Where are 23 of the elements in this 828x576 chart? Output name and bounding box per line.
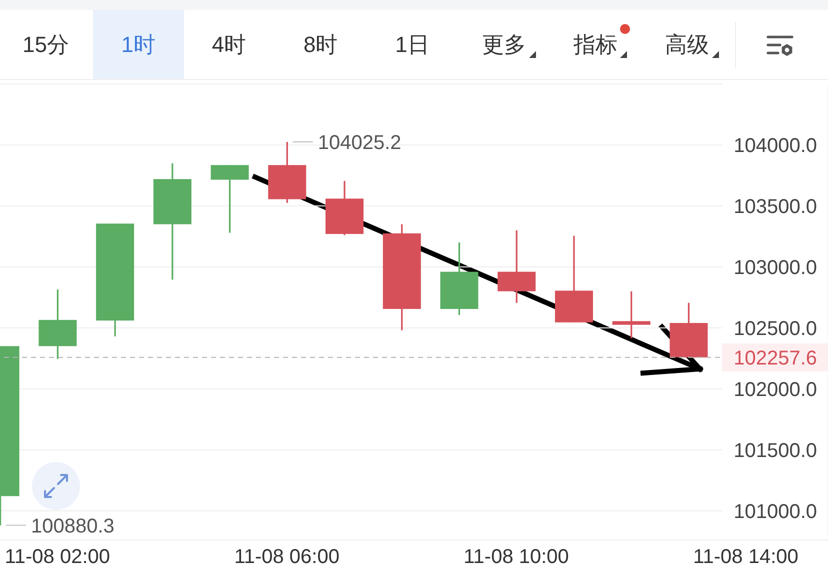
ref-line-label: 102257.6 [734,347,817,370]
text: 更多 [482,30,526,58]
y-tick-label: 103500.0 [734,196,817,218]
y-tick-label: 102000.0 [734,378,817,401]
x-tick-label: 11-08 10:00 [464,546,569,568]
y-tick-label: 103000.0 [734,256,817,279]
candlestick [612,290,650,340]
x-tick-label: 11-08 02:00 [4,546,110,568]
x-tick-label: 11-08 14:00 [693,546,798,568]
y-tick-label: 101000.0 [734,500,817,523]
annotation: 104025.2 [318,132,402,154]
y-tick-label: 102500.0 [734,318,817,340]
annotation: 100880.3 [31,515,114,538]
y-tick-label: 104000.0 [734,135,817,158]
text: 8时 [303,30,338,58]
text: 1时 [121,30,156,58]
text: 指标 [573,30,618,58]
text: 4时 [212,30,246,58]
text: 1日 [395,30,430,58]
text: 15分 [22,30,70,58]
y-tick-label: 101500.0 [734,440,817,462]
text: 高级 [664,30,709,58]
x-tick-label: 11-08 06:00 [234,546,340,568]
